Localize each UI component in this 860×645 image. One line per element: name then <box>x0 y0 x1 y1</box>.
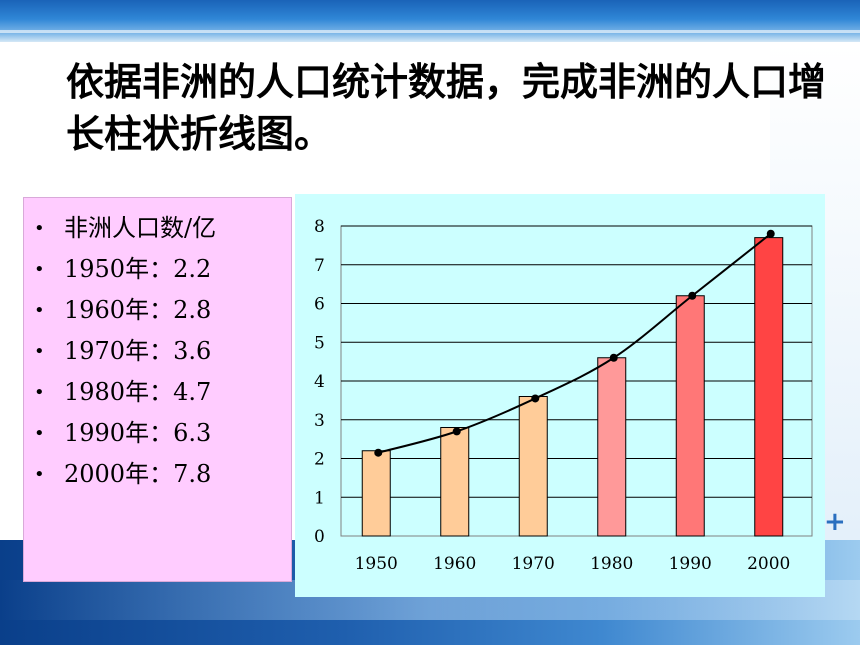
list-item-text: 1970年：3.6 <box>64 337 212 365</box>
line-point <box>452 427 461 436</box>
list-item: • 1970年：3.6 <box>34 331 291 372</box>
y-tick-label: 1 <box>314 488 325 508</box>
list-item-text: 1980年：4.7 <box>64 378 212 406</box>
x-tick-label: 1980 <box>590 554 633 574</box>
x-tick-label: 1950 <box>355 554 398 574</box>
x-tick-label: 1970 <box>512 554 555 574</box>
line-point <box>688 291 697 300</box>
x-tick-label: 1990 <box>669 554 712 574</box>
top-banner <box>0 0 860 42</box>
line-point <box>766 229 775 238</box>
y-tick-label: 4 <box>314 372 325 392</box>
y-tick-label: 3 <box>314 411 325 431</box>
bullet-icon: • <box>34 218 45 239</box>
bullet-icon: • <box>34 341 45 362</box>
bar <box>518 396 548 537</box>
list-item: • 1950年：2.2 <box>34 249 291 290</box>
bullet-icon: • <box>34 382 45 403</box>
bar <box>754 237 784 537</box>
list-item: • 1990年：6.3 <box>34 413 291 454</box>
list-item: • 1960年：2.8 <box>34 290 291 331</box>
page-title: 依据非洲的人口统计数据，完成非洲的人口增长柱状折线图。 <box>66 60 827 156</box>
chart-panel: 0 1 2 3 4 5 6 7 8 1950 1960 1970 1980 1990 2000 <box>295 194 825 597</box>
list-item-heading: • 非洲人口数/亿 <box>34 208 291 249</box>
bullet-icon: • <box>34 464 45 485</box>
bar <box>675 295 705 537</box>
y-tick-label: 0 <box>314 527 325 547</box>
bullet-icon: • <box>34 259 45 280</box>
bar <box>440 427 470 537</box>
bullet-icon: • <box>34 423 45 444</box>
y-tick-label: 2 <box>314 450 325 470</box>
plus-icon: + <box>824 507 846 537</box>
y-tick-label: 6 <box>314 295 325 315</box>
bar <box>361 450 391 537</box>
list-item-text: 1990年：6.3 <box>64 419 212 447</box>
population-data-panel: • 非洲人口数/亿 • 1950年：2.2 • 1960年：2.8 • 1970年：3.… <box>23 197 292 582</box>
x-tick-label: 2000 <box>747 554 790 574</box>
bar <box>597 357 627 537</box>
list-heading: 非洲人口数/亿 <box>64 214 217 242</box>
y-tick-label: 7 <box>314 256 325 276</box>
bullet-icon: • <box>34 300 45 321</box>
population-list: • 非洲人口数/亿 • 1950年：2.2 • 1960年：2.8 • 1970年：3.… <box>24 198 291 495</box>
list-item: • 1980年：4.7 <box>34 372 291 413</box>
list-item: • 2000年：7.8 <box>34 454 291 495</box>
x-tick-label: 1960 <box>433 554 476 574</box>
list-item-text: 2000年：7.8 <box>64 460 212 488</box>
trend-line <box>377 232 772 454</box>
line-point <box>531 394 540 403</box>
line-point <box>374 448 383 457</box>
list-item-text: 1950年：2.2 <box>64 255 212 283</box>
line-point <box>609 353 618 362</box>
list-item-text: 1960年：2.8 <box>64 296 212 324</box>
population-chart: 0 1 2 3 4 5 6 7 8 1950 1960 1970 1980 1990 2000 <box>314 217 813 574</box>
y-tick-label: 8 <box>314 217 325 237</box>
y-tick-label: 5 <box>314 333 325 353</box>
